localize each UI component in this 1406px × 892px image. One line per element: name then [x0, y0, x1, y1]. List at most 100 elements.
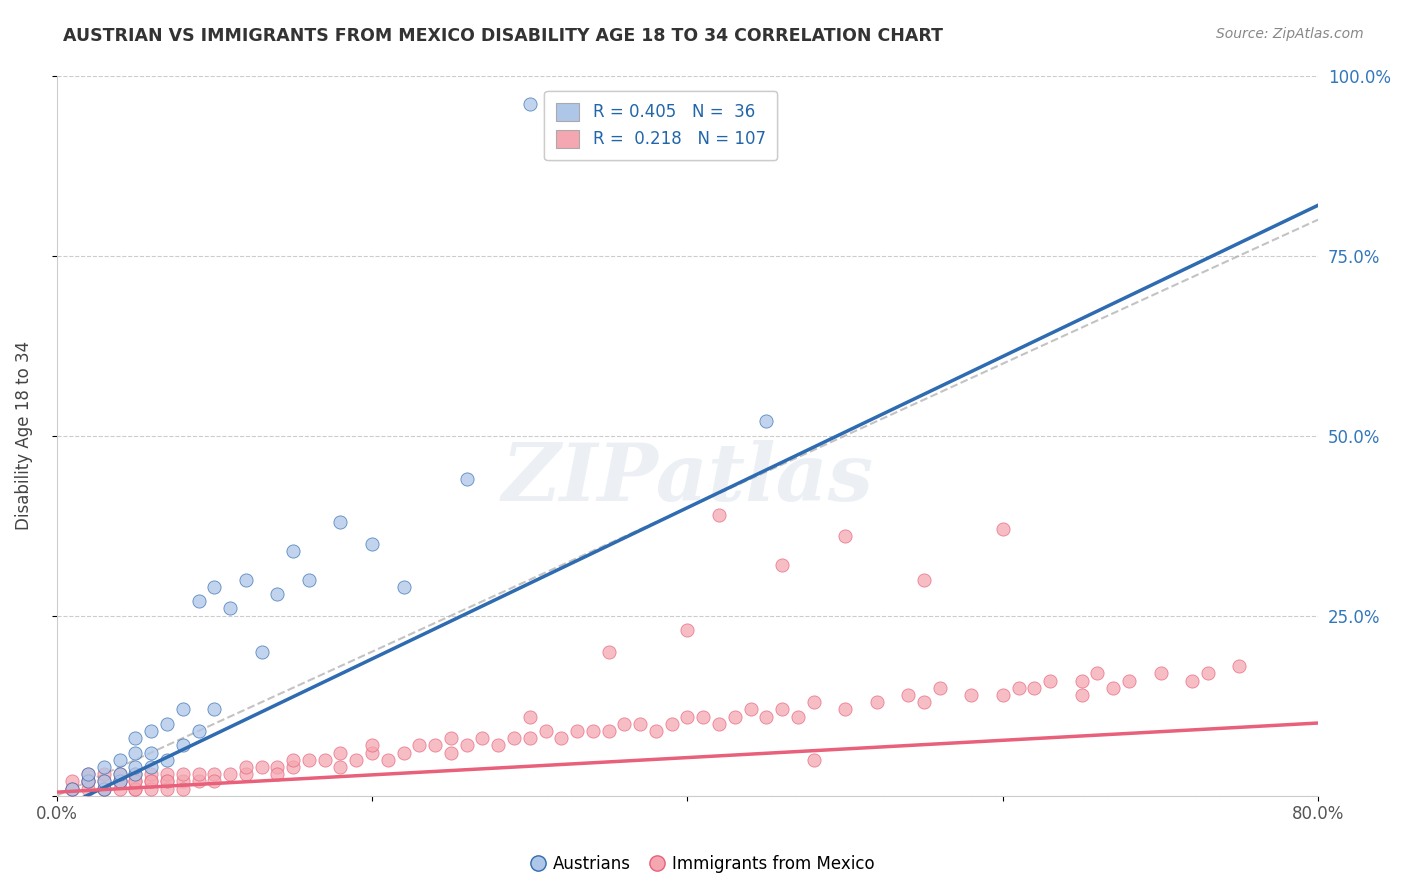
- Point: [202, 767, 225, 781]
- Point: [124, 781, 146, 796]
- Point: [598, 723, 620, 738]
- Point: [991, 688, 1014, 702]
- Point: [1070, 688, 1092, 702]
- Point: [1070, 673, 1092, 688]
- Point: [235, 767, 257, 781]
- Point: [960, 688, 983, 702]
- Point: [503, 731, 526, 746]
- Point: [834, 529, 856, 543]
- Point: [1087, 666, 1109, 681]
- Text: ZIPatlas: ZIPatlas: [502, 440, 873, 517]
- Point: [77, 767, 100, 781]
- Point: [519, 97, 541, 112]
- Point: [266, 767, 288, 781]
- Point: [298, 573, 321, 587]
- Point: [60, 781, 83, 796]
- Point: [172, 767, 194, 781]
- Point: [423, 739, 446, 753]
- Point: [897, 688, 920, 702]
- Point: [202, 774, 225, 789]
- Point: [1024, 681, 1046, 695]
- Point: [108, 767, 131, 781]
- Point: [187, 767, 209, 781]
- Point: [60, 774, 83, 789]
- Point: [235, 760, 257, 774]
- Point: [803, 753, 825, 767]
- Point: [77, 774, 100, 789]
- Point: [141, 746, 163, 760]
- Point: [124, 781, 146, 796]
- Point: [1039, 673, 1062, 688]
- Point: [124, 746, 146, 760]
- Point: [141, 767, 163, 781]
- Point: [392, 580, 415, 594]
- Point: [661, 716, 683, 731]
- Point: [124, 774, 146, 789]
- Point: [329, 746, 352, 760]
- Point: [93, 774, 115, 789]
- Point: [598, 645, 620, 659]
- Point: [77, 774, 100, 789]
- Point: [283, 544, 305, 558]
- Point: [172, 781, 194, 796]
- Point: [156, 774, 179, 789]
- Point: [928, 681, 950, 695]
- Point: [834, 702, 856, 716]
- Legend: Austrians, Immigrants from Mexico: Austrians, Immigrants from Mexico: [524, 848, 882, 880]
- Point: [172, 739, 194, 753]
- Point: [108, 781, 131, 796]
- Point: [172, 702, 194, 716]
- Point: [283, 753, 305, 767]
- Point: [1102, 681, 1125, 695]
- Point: [519, 709, 541, 723]
- Point: [456, 472, 478, 486]
- Point: [991, 522, 1014, 536]
- Point: [124, 731, 146, 746]
- Point: [770, 558, 793, 573]
- Point: [93, 760, 115, 774]
- Point: [471, 731, 494, 746]
- Point: [93, 781, 115, 796]
- Point: [77, 781, 100, 796]
- Text: Source: ZipAtlas.com: Source: ZipAtlas.com: [1216, 27, 1364, 41]
- Point: [172, 774, 194, 789]
- Point: [440, 731, 463, 746]
- Point: [187, 594, 209, 608]
- Point: [676, 709, 699, 723]
- Point: [77, 774, 100, 789]
- Point: [912, 573, 935, 587]
- Point: [156, 781, 179, 796]
- Point: [77, 767, 100, 781]
- Point: [1149, 666, 1171, 681]
- Point: [141, 781, 163, 796]
- Point: [1007, 681, 1029, 695]
- Point: [329, 515, 352, 529]
- Point: [1118, 673, 1140, 688]
- Point: [141, 774, 163, 789]
- Point: [377, 753, 399, 767]
- Point: [283, 760, 305, 774]
- Point: [250, 645, 273, 659]
- Point: [676, 623, 699, 637]
- Point: [124, 767, 146, 781]
- Point: [108, 753, 131, 767]
- Point: [250, 760, 273, 774]
- Point: [219, 767, 242, 781]
- Point: [582, 723, 605, 738]
- Point: [770, 702, 793, 716]
- Point: [108, 774, 131, 789]
- Point: [550, 731, 572, 746]
- Point: [202, 580, 225, 594]
- Point: [329, 760, 352, 774]
- Point: [93, 767, 115, 781]
- Point: [628, 716, 651, 731]
- Point: [60, 781, 83, 796]
- Point: [361, 537, 384, 551]
- Point: [202, 702, 225, 716]
- Point: [141, 774, 163, 789]
- Point: [266, 760, 288, 774]
- Point: [1229, 659, 1251, 673]
- Point: [912, 695, 935, 709]
- Point: [786, 709, 808, 723]
- Y-axis label: Disability Age 18 to 34: Disability Age 18 to 34: [15, 341, 32, 530]
